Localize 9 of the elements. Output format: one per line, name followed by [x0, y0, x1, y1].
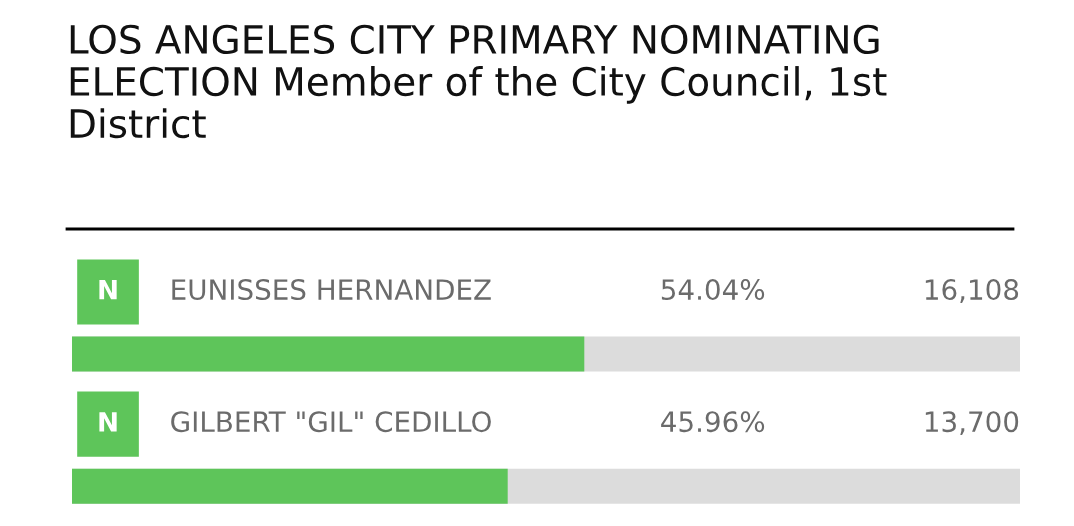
annotation: 16,108 [925, 279, 1019, 303]
annotation: 13,700 [925, 411, 1019, 436]
data-label: 54.04% [661, 279, 765, 301]
y-tick-label: GILBERT "GIL" CEDILLO [171, 411, 491, 433]
annotation: N [99, 280, 117, 300]
chart-title: LOS ANGELES CITY PRIMARY NOMINATING ELECTION Member of the City Council, 1st District [70, 24, 887, 139]
y-tick-label: EUNISSES HERNANDEZ [172, 279, 491, 301]
annotation: N [99, 412, 117, 432]
data-label: 45.96% [661, 411, 765, 433]
